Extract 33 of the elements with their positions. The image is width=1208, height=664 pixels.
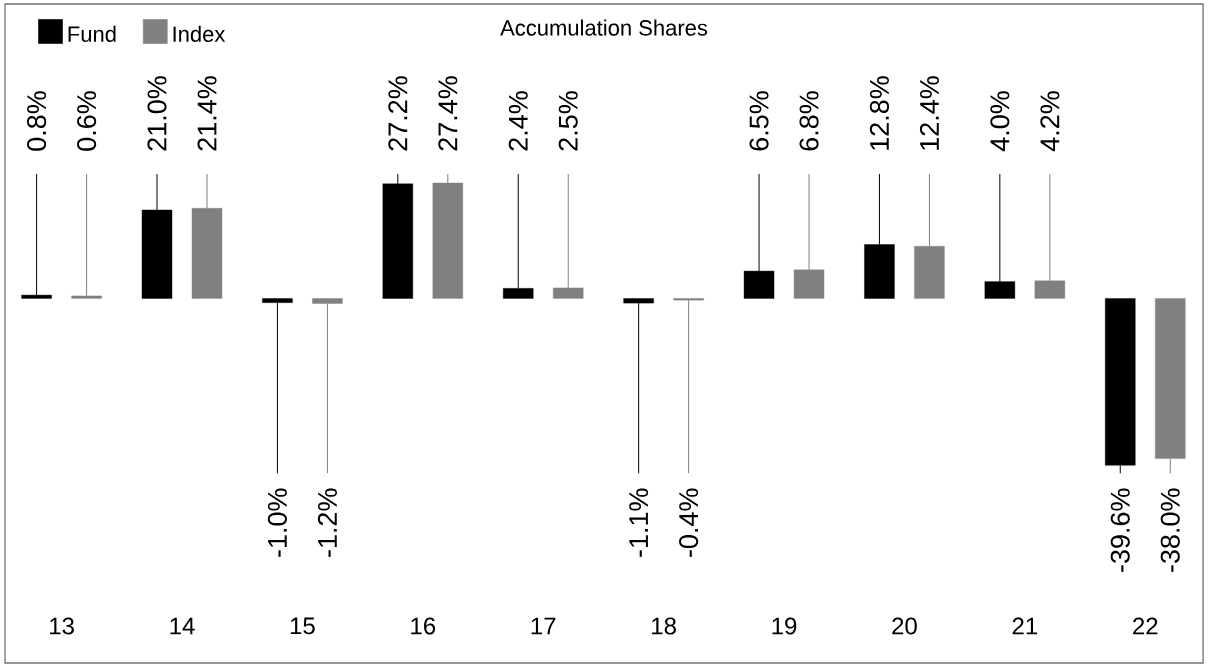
data-label: 6.5%	[749, 91, 769, 151]
legend-label: Index	[173, 25, 226, 42]
data-label: 4.2%	[1040, 91, 1060, 152]
data-label: 2.5%	[558, 91, 578, 151]
x-tick-label: 22	[1133, 617, 1158, 635]
data-label: 12.4%	[919, 76, 939, 150]
x-tick-label: 17	[531, 617, 556, 635]
x-tick-label: 16	[411, 617, 436, 635]
data-label: -0.4%	[679, 488, 699, 557]
data-label: 27.4%	[438, 76, 458, 151]
data-label: 21.0%	[147, 76, 167, 151]
x-tick-label: 13	[50, 617, 74, 635]
x-tick-label: 19	[772, 617, 797, 635]
data-label: 12.8%	[869, 76, 890, 150]
data-label: 27.2%	[388, 76, 408, 151]
legend-label: Fund	[68, 25, 116, 42]
data-label: 4.0%	[990, 91, 1010, 152]
data-label: 21.4%	[197, 76, 217, 151]
data-label: 2.4%	[508, 91, 528, 151]
data-label: -1.1%	[629, 488, 649, 557]
data-label: -38.0%	[1160, 488, 1180, 572]
data-label: 0.6%	[77, 91, 97, 151]
x-tick-label: 14	[170, 617, 195, 635]
data-label: -39.6%	[1110, 488, 1130, 572]
x-tick-label: 15	[290, 617, 315, 635]
data-label: 0.8%	[27, 91, 47, 151]
x-tick-label: 18	[652, 617, 676, 635]
x-tick-label: 20	[892, 617, 917, 635]
data-label: -1.0%	[267, 488, 287, 557]
data-label: -1.2%	[317, 488, 337, 557]
x-tick-label: 21	[1012, 617, 1038, 635]
chart-title: Accumulation Shares	[500, 19, 708, 36]
data-label: 6.8%	[799, 91, 819, 151]
